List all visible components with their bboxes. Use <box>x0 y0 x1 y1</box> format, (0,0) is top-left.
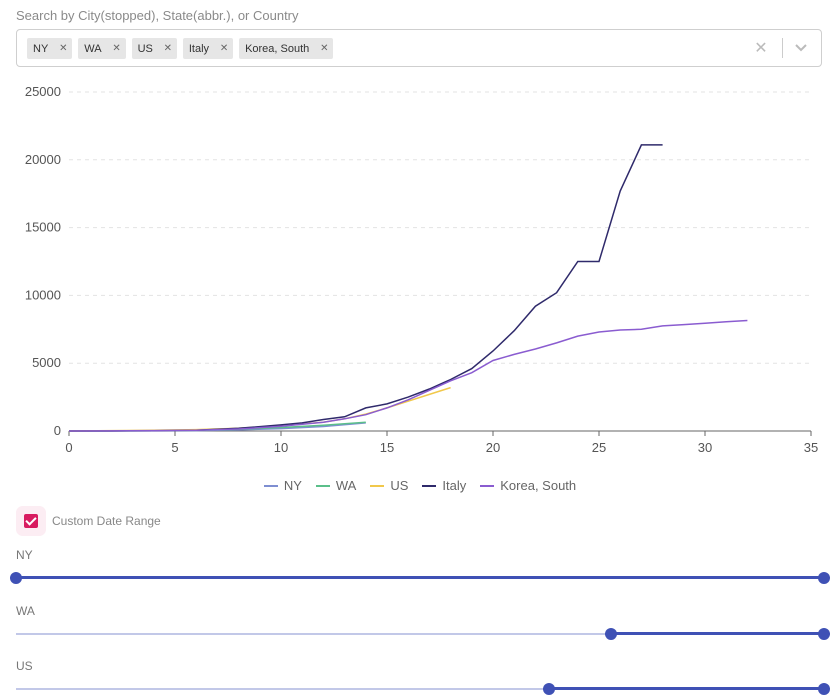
slider-track[interactable] <box>16 688 824 690</box>
custom-date-range-checkbox[interactable] <box>24 514 38 528</box>
legend-swatch <box>315 484 330 487</box>
select-divider <box>782 38 783 58</box>
chip-label: WA <box>84 42 102 55</box>
custom-date-range-toggle[interactable]: Custom Date Range <box>24 514 161 528</box>
legend-item[interactable]: WA <box>315 478 357 493</box>
x-tick-label: 0 <box>65 440 72 455</box>
date-range-slider[interactable] <box>10 571 830 585</box>
slider-end-handle[interactable] <box>818 627 830 640</box>
legend-label: Italy <box>442 478 467 493</box>
chip-label: NY <box>33 42 49 55</box>
legend-swatch <box>370 484 385 487</box>
y-tick-label: 10000 <box>25 287 61 302</box>
slider-end-handle[interactable] <box>818 683 830 695</box>
date-range-slider[interactable] <box>16 627 830 641</box>
legend-item[interactable]: Korea, South <box>480 478 576 493</box>
x-tick-label: 15 <box>380 440 394 455</box>
x-tick-label: 25 <box>592 440 606 455</box>
range-label: WA <box>16 603 35 618</box>
x-tick-label: 35 <box>804 440 818 455</box>
x-tick-label: 20 <box>486 440 500 455</box>
chip-wa: WA ✕ <box>78 38 126 59</box>
custom-date-range-label: Custom Date Range <box>52 514 161 528</box>
legend-label: US <box>390 478 409 493</box>
y-tick-label: 20000 <box>25 152 61 167</box>
chip-korea-south: Korea, South ✕ <box>239 38 334 59</box>
chart-legend: NY WA US Italy Korea, South <box>0 478 840 493</box>
chip-ny: NY ✕ <box>27 38 73 59</box>
chip-us: US ✕ <box>131 38 177 59</box>
x-tick-label: 30 <box>698 440 712 455</box>
slider-selected-range <box>16 576 824 579</box>
close-icon[interactable]: ✕ <box>112 43 121 54</box>
slider-selected-range <box>611 631 824 635</box>
y-tick-label: 0 <box>54 423 61 438</box>
slider-end-handle[interactable] <box>818 572 830 584</box>
y-tick-label: 25000 <box>25 84 61 99</box>
series-line-us <box>68 386 451 432</box>
legend-swatch <box>480 484 495 487</box>
y-tick-label: 15000 <box>25 220 61 235</box>
slider-selected-range <box>549 687 824 690</box>
close-icon[interactable]: ✕ <box>163 43 173 54</box>
chip-label: Italy <box>188 42 210 55</box>
range-label: NY <box>16 548 33 562</box>
selected-chips: NY ✕ WA ✕ US ✕ Italy ✕ Korea, South ✕ <box>27 38 334 59</box>
legend-label: WA <box>335 478 357 493</box>
chevron-down-icon[interactable] <box>789 38 813 58</box>
x-tick-label: 5 <box>171 440 178 455</box>
slider-track[interactable] <box>16 632 824 635</box>
legend-label: NY <box>283 478 302 493</box>
close-icon[interactable]: ✕ <box>219 43 229 54</box>
legend-item[interactable]: Italy <box>422 478 466 493</box>
clear-icon[interactable]: ✕ <box>754 40 768 57</box>
close-icon[interactable]: ✕ <box>320 43 329 54</box>
series-line-korea-south <box>68 319 748 432</box>
y-tick-label: 5000 <box>32 355 61 370</box>
slider-start-handle[interactable] <box>605 627 618 640</box>
legend-swatch <box>263 484 278 487</box>
search-label: Search by City(stopped), State(abbr.), o… <box>16 8 299 23</box>
location-multiselect[interactable]: NY ✕ WA ✕ US ✕ Italy ✕ Korea, South ✕ ✕ <box>16 29 822 67</box>
chip-label: Korea, South <box>245 42 310 55</box>
legend-label: Korea, South <box>500 478 577 493</box>
chip-label: US <box>137 42 153 55</box>
close-icon[interactable]: ✕ <box>59 43 68 54</box>
range-label: US <box>16 659 33 673</box>
chip-italy: Italy ✕ <box>182 38 234 59</box>
cases-line-chart: 0 5000 10000 15000 20000 25000 0 5 10 15 20 25 30 35 <box>25 84 818 455</box>
date-range-slider[interactable] <box>16 682 830 696</box>
legend-swatch <box>422 484 437 487</box>
x-tick-label: 10 <box>274 440 288 455</box>
legend-item[interactable]: NY <box>263 478 302 493</box>
slider-start-handle[interactable] <box>543 683 556 695</box>
slider-start-handle[interactable] <box>10 572 22 584</box>
series-line-italy <box>69 144 663 432</box>
legend-item[interactable]: US <box>370 478 408 493</box>
